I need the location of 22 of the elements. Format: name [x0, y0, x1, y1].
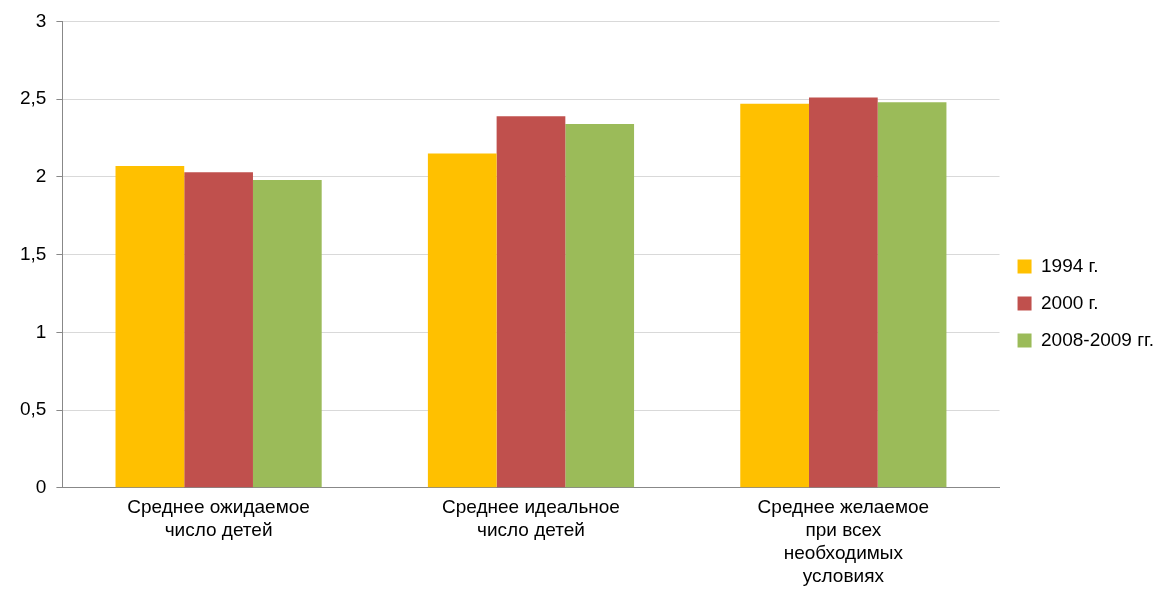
y-tick-label: 0 — [35, 476, 47, 498]
legend-label: 1994 г. — [1041, 254, 1099, 276]
y-tick-label: 3 — [35, 9, 47, 31]
bar — [184, 172, 253, 488]
bar — [252, 179, 322, 488]
legend-label: 2000 г. — [1041, 291, 1099, 313]
x-tick-label: Среднее ожидаемое число детей — [127, 496, 310, 541]
x-tick-label: Среднее желаемое при всех необходимых условиях — [757, 496, 930, 586]
bar — [427, 153, 497, 488]
legend-label: 2008-2009 гг. — [1041, 328, 1155, 350]
x-tick-label: Среднее идеальное число детей — [442, 496, 620, 541]
y-tick-label: 1,5 — [19, 242, 47, 264]
y-tick-label: 2 — [35, 165, 47, 187]
bar — [115, 165, 185, 488]
bar — [877, 102, 947, 488]
bar — [565, 124, 635, 488]
y-tick-label: 1 — [35, 320, 47, 342]
y-tick-label: 2,5 — [19, 87, 47, 109]
bar — [808, 97, 878, 488]
bar — [496, 116, 566, 488]
y-tick-label: 0,5 — [19, 398, 47, 420]
bar — [740, 103, 809, 488]
